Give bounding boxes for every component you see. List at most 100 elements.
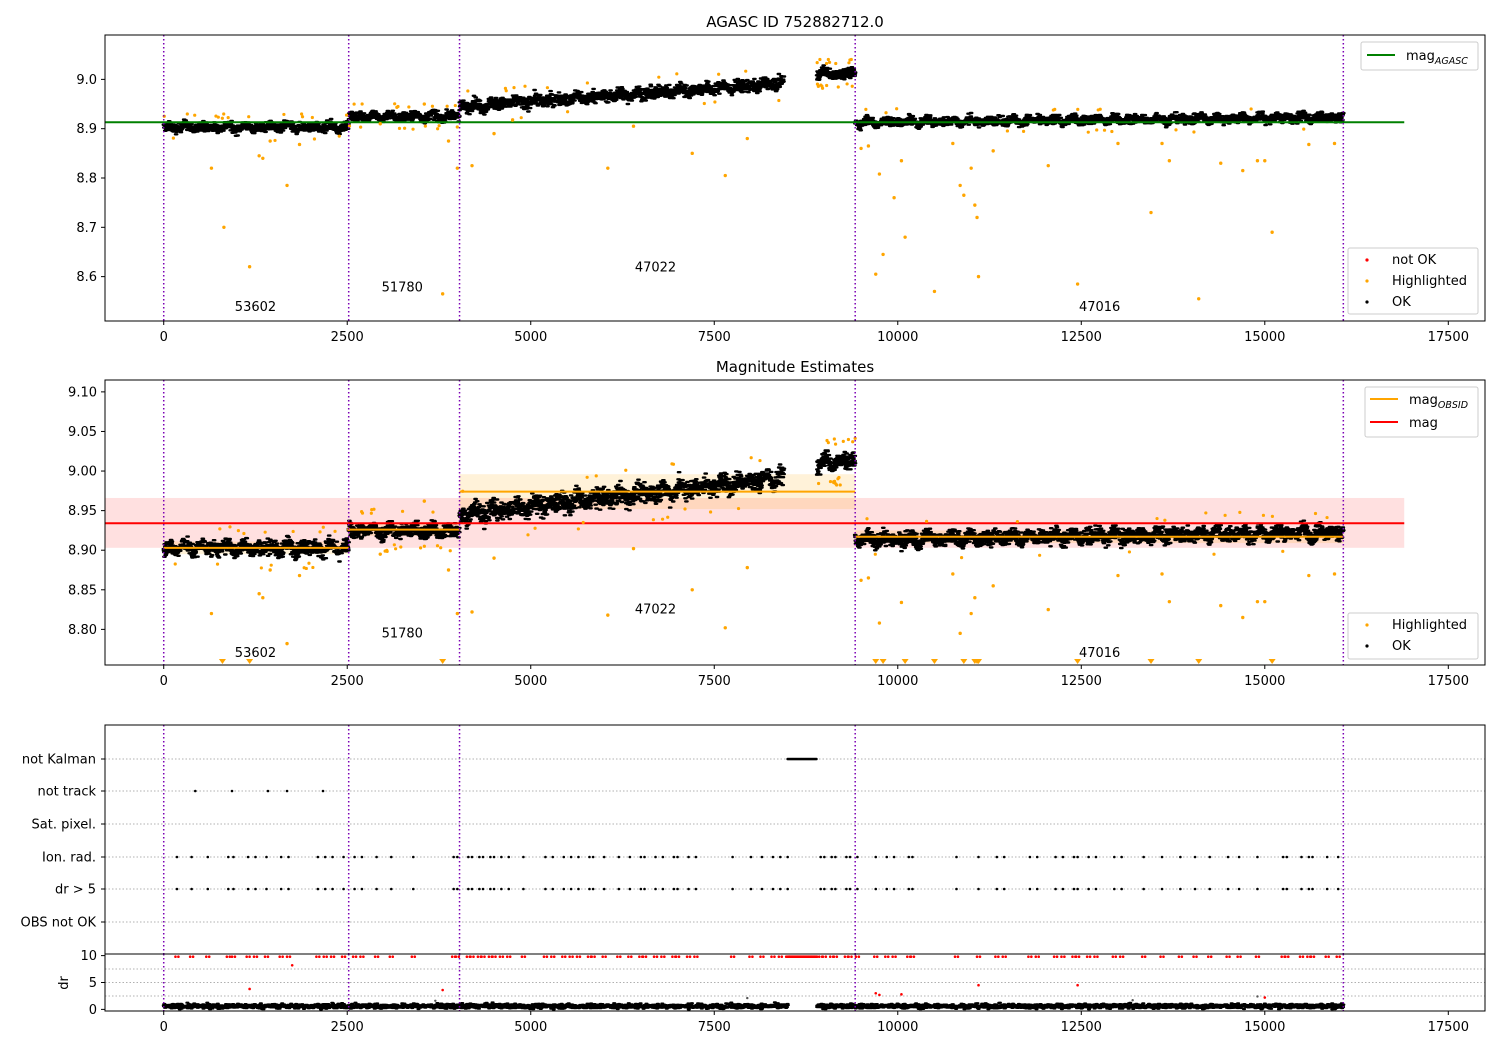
highlighted-point	[1249, 107, 1253, 111]
flag-point	[1208, 887, 1212, 891]
highlighted-point	[832, 479, 837, 483]
dr-notok-point	[674, 955, 678, 958]
highlighted-point	[526, 533, 530, 537]
highlighted-point	[853, 436, 857, 440]
flag-category-label: not track	[37, 785, 96, 800]
dr-notok-point	[1027, 955, 1030, 958]
highlighted-point	[833, 442, 838, 446]
highlighted-point	[1238, 510, 1242, 514]
highlighted-point	[321, 525, 325, 529]
x-tick-label: 17500	[1428, 674, 1469, 689]
dr-notok-point	[174, 955, 177, 958]
dr-notok-point	[472, 955, 475, 958]
flag-point	[639, 855, 643, 859]
dr-notok-point	[1225, 955, 1228, 958]
highlighted-point	[344, 113, 349, 117]
flag-point	[1325, 887, 1329, 891]
highlighted-point	[300, 115, 305, 119]
highlighted-point	[958, 183, 962, 188]
y-tick-label: 0	[89, 1003, 97, 1018]
flag-point	[492, 887, 496, 891]
highlighted-point	[865, 517, 869, 521]
panel-magnitude-estimates: 53602 51780 47022 47016 Magnitude Estimates…	[68, 358, 1486, 689]
dr-notok-point	[340, 955, 344, 958]
dr-notok-point	[315, 955, 318, 958]
flag-point	[389, 855, 393, 859]
flag-point	[360, 887, 364, 891]
highlighted-point	[228, 525, 232, 529]
highlighted-point	[1075, 282, 1080, 286]
flag-point	[206, 855, 210, 859]
highlighted-point	[826, 57, 830, 62]
highlighted-point	[533, 526, 537, 530]
flag-point	[193, 789, 197, 793]
dr-notok-point	[255, 955, 259, 958]
highlighted-point	[1261, 513, 1266, 517]
y-tick-label: 8.95	[68, 504, 97, 519]
flag-point	[551, 887, 555, 891]
highlighted-point	[448, 549, 452, 553]
flag-point	[602, 855, 606, 859]
highlighted-point	[360, 511, 365, 515]
highlighted-point	[1270, 514, 1275, 518]
dr-point	[434, 999, 437, 1002]
flag-point	[562, 855, 566, 859]
dr-notok-point	[1324, 955, 1328, 958]
dr-notok-point	[773, 955, 776, 958]
highlighted-point	[453, 103, 457, 108]
dr-notok-point	[457, 955, 461, 958]
highlighted-point	[259, 566, 263, 570]
dr-notok-point	[1312, 955, 1316, 958]
y-tick-label: 9.05	[68, 425, 97, 440]
dr-notok-point	[994, 955, 997, 958]
dr-notok-point	[1228, 955, 1231, 958]
highlighted-point	[400, 509, 405, 513]
flag-point	[246, 855, 250, 859]
highlighted-point	[1241, 615, 1245, 620]
highlighted-point	[372, 507, 376, 511]
dr-notok-point	[487, 955, 491, 958]
flag-point	[591, 855, 595, 859]
flag-point	[874, 855, 878, 859]
highlighted-point	[991, 584, 995, 588]
flag-point	[1076, 887, 1079, 891]
highlighted-point	[675, 72, 679, 76]
dr-notok-point	[883, 955, 887, 958]
highlighted-point	[437, 124, 441, 128]
dr-notok-point	[561, 955, 564, 958]
highlighted-point	[837, 475, 841, 480]
flag-point	[321, 789, 325, 793]
highlighted-point	[576, 527, 580, 531]
magnitude-legend-top: magOBSID mag	[1364, 386, 1479, 438]
highlighted-point	[723, 626, 727, 630]
flag-point	[617, 855, 621, 859]
y-tick-label: 8.6	[76, 270, 97, 285]
flag-point	[819, 855, 822, 859]
dr-notok-point	[843, 955, 847, 958]
highlighted-point	[881, 252, 885, 257]
flag-point	[672, 887, 676, 891]
highlighted-point	[1255, 159, 1260, 163]
flag-point	[375, 887, 378, 891]
dr-notok-point	[1052, 955, 1056, 958]
highlighted-point	[171, 136, 175, 140]
legend-label-text: mag	[1406, 49, 1435, 64]
dr-notok-point	[1338, 955, 1341, 958]
highlighted-point	[826, 441, 830, 445]
flag-point	[874, 887, 878, 891]
dr-notok-point	[1088, 955, 1092, 958]
highlighted-point	[827, 60, 832, 64]
dr-notok-point	[476, 955, 480, 958]
flag-point	[500, 855, 503, 859]
highlighted-point	[690, 151, 694, 156]
agasc-legend-bottom: not OK Highlighted OK	[1347, 247, 1479, 315]
x-tick-label: 2500	[331, 330, 364, 345]
highlighted-point	[1038, 553, 1042, 557]
highlighted-point	[1307, 573, 1311, 578]
flag-point	[227, 855, 230, 859]
dr-notok-point	[332, 955, 336, 958]
flag-point	[760, 855, 764, 859]
dr-notok-point	[568, 955, 571, 958]
highlighted-point	[300, 112, 304, 116]
dr-notok-point	[233, 955, 237, 958]
